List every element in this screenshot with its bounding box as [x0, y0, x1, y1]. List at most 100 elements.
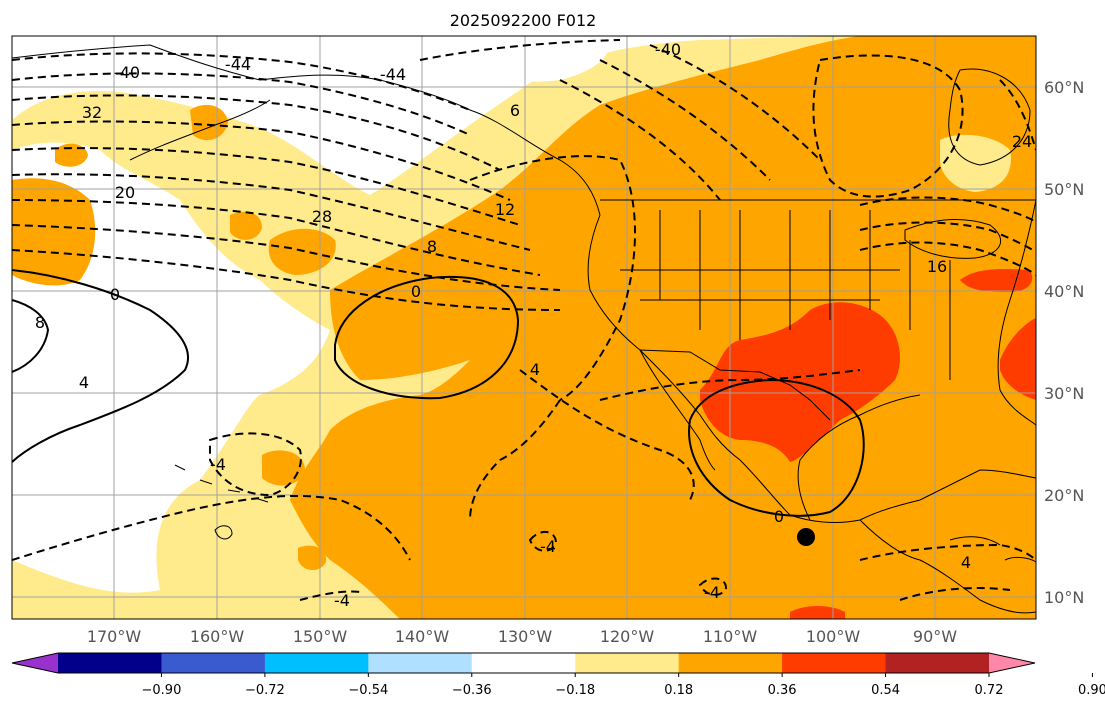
- shade-orange-west-e: [230, 211, 262, 240]
- lon-label: 140°W: [395, 627, 450, 646]
- contour-label: 0: [110, 285, 120, 304]
- island-small: [214, 525, 233, 540]
- contour-label: 8: [35, 313, 45, 332]
- colorbar-extend-max: [989, 653, 1035, 673]
- contour-label: -4: [540, 537, 556, 556]
- colorbar-segment: [575, 653, 680, 673]
- contour-dashed-9: [12, 249, 561, 311]
- colorbar-tick-label: −0.72: [245, 683, 285, 698]
- state-borders: [620, 210, 951, 380]
- contour-label: 12: [495, 200, 515, 219]
- contour-dashed-29: [599, 369, 861, 401]
- graticule: [12, 36, 1036, 619]
- contour-dashed-8: [12, 224, 561, 291]
- lat-label: 30°N: [1044, 384, 1084, 403]
- colorbar-segment: [264, 653, 369, 673]
- colorbar-segment: [678, 653, 783, 673]
- central-america: [859, 519, 1036, 614]
- contour-dashed-6: [12, 173, 531, 251]
- baja-peninsula: [639, 349, 716, 471]
- contour-label: -44: [380, 65, 406, 84]
- shade-orange-west-b: [268, 228, 336, 275]
- contour-dashed-11: [599, 59, 771, 181]
- contour-dashed-13: [419, 39, 621, 61]
- contour-dashed-20: [859, 196, 1036, 223]
- contour-dashed-27: [859, 543, 1036, 561]
- contour-dashed-22: [209, 432, 302, 497]
- colorbar-tick-label: 0.72: [975, 683, 1004, 698]
- contour-dashed-5: [12, 147, 521, 226]
- shade-orange-west-d: [55, 143, 88, 167]
- contour-label: -40: [114, 63, 140, 82]
- lon-label: 150°W: [293, 627, 348, 646]
- longitude-labels: 170°W 160°W 150°W 140°W 130°W 120°W 110°…: [87, 627, 957, 646]
- colorbar-tick-label: −0.36: [452, 683, 492, 698]
- contour-label: 28: [312, 207, 332, 226]
- storm-center-marker: [797, 528, 815, 546]
- lat-label: 50°N: [1044, 180, 1084, 199]
- contour-zero-pacific: [334, 275, 520, 400]
- colorbar-tick-label: 0.54: [871, 683, 900, 698]
- contour-zero-west: [12, 269, 190, 463]
- contour-zero-west-inner: [12, 299, 50, 373]
- contour-label: -40: [655, 40, 681, 59]
- aleutian-chain: [129, 99, 271, 161]
- contour-label: 0: [411, 282, 421, 301]
- contour-dashed-19: [859, 221, 1036, 253]
- contour-dashed-17: [812, 54, 964, 198]
- contour-dashed-24: [299, 590, 361, 601]
- contour-dashed-3: [12, 94, 501, 171]
- latitude-labels: 60°N 50°N 40°N 30°N 20°N 10°N: [1044, 78, 1084, 607]
- colorbar-extend-min: [12, 653, 58, 673]
- contour-dashed-21: [999, 79, 1036, 151]
- contour-label: 20: [115, 183, 135, 202]
- colorbar-segment: [782, 653, 887, 673]
- colorbar: −0.90 −0.72 −0.54 −0.36 −0.18 0.18 0.36 0.54 0.7…: [11, 652, 1105, 698]
- lat-label: 40°N: [1044, 282, 1084, 301]
- contour-label: 6: [510, 101, 520, 120]
- contour-dashed-25: [528, 531, 558, 552]
- hudson-bay: [948, 68, 1031, 166]
- contour-dashed-28: [899, 587, 1011, 601]
- lon-label: 100°W: [806, 627, 861, 646]
- colorbar-segment: [471, 653, 576, 673]
- great-lakes: [904, 219, 1002, 259]
- contour-dashed-14: [469, 155, 636, 401]
- lon-label: 110°W: [703, 627, 758, 646]
- contour-dashed-16: [519, 369, 695, 501]
- shade-white-north: [412, 36, 608, 82]
- contour-dashed-23: [12, 494, 411, 561]
- colorbar-segment: [885, 653, 990, 673]
- lon-label: 160°W: [190, 627, 245, 646]
- contour-label: -4: [704, 583, 720, 602]
- colorbar-tick-label: −0.54: [348, 683, 388, 698]
- contour-label: 16: [927, 257, 947, 276]
- colorbar-tick-label: −0.18: [555, 683, 595, 698]
- hawaii-islands: [174, 464, 269, 503]
- contour-label: 4: [530, 360, 540, 379]
- colorbar-segment: [368, 653, 473, 673]
- coastlines: [12, 44, 1036, 614]
- colorbar-segment: [58, 653, 162, 673]
- contour-label: -44: [225, 55, 251, 74]
- lon-label: 120°W: [600, 627, 655, 646]
- caribbean-islands: [949, 536, 1036, 563]
- colorbar-tick-label: 0.36: [768, 683, 797, 698]
- contours: [12, 39, 1036, 601]
- contour-label: 24: [1012, 132, 1032, 151]
- colorbar-tick-label: 0.18: [664, 683, 693, 698]
- lon-label: 130°W: [498, 627, 553, 646]
- shade-orange-west-g: [298, 545, 327, 571]
- contour-labels: -44 -40 -40 -44 32 20 28 12 8 0 0 8 4 4 …: [35, 40, 1032, 610]
- plot-area: -44 -40 -40 -44 32 20 28 12 8 0 0 8 4 4 …: [12, 36, 1036, 619]
- contour-zero-mexico: [688, 378, 865, 517]
- lat-label: 60°N: [1044, 78, 1084, 97]
- colorbar-tick-label: −0.90: [142, 683, 182, 698]
- map-title: 2025092200 F012: [450, 11, 597, 30]
- contour-label: 0: [774, 507, 784, 526]
- shade-red-orange-south: [790, 606, 845, 619]
- contour-dashed-7: [12, 199, 541, 276]
- contour-label: -4: [210, 455, 226, 474]
- east-coast: [997, 199, 1036, 426]
